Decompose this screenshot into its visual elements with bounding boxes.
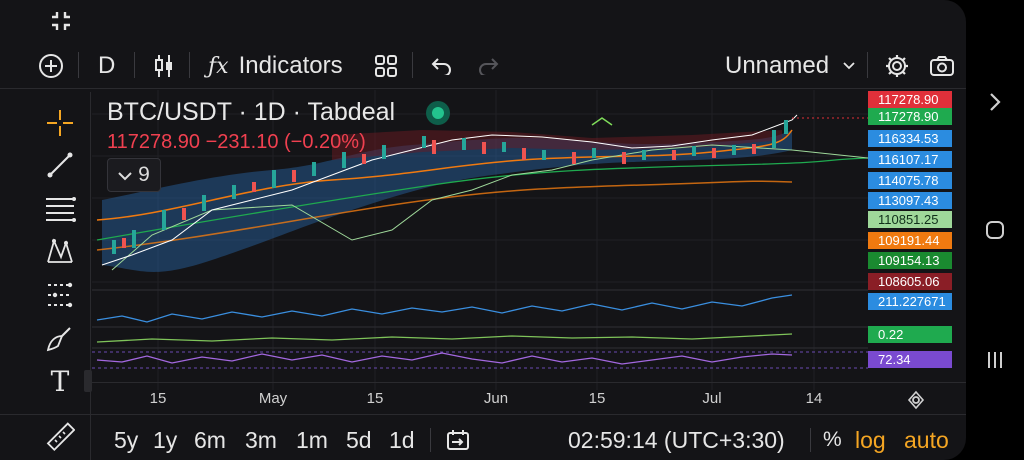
toolbar-border: [90, 92, 91, 460]
chevron-down-icon: [843, 57, 855, 75]
price-label: 109191.44: [868, 232, 952, 249]
prediction-icon[interactable]: [40, 278, 80, 312]
range-1y[interactable]: 1y: [153, 426, 178, 453]
price-label: 116107.17: [868, 151, 952, 168]
toolbar-divider: [867, 52, 868, 78]
grid-icon[interactable]: [374, 45, 398, 87]
layout-name: Unnamed: [725, 52, 830, 79]
range-1m[interactable]: 1m: [296, 426, 328, 453]
price-label: 113097.43: [868, 192, 952, 209]
divider: [430, 428, 431, 452]
indicators-button[interactable]: ƒx Indicators: [208, 45, 343, 87]
ma-green: [96, 157, 868, 241]
price-label: 109154.13: [868, 252, 952, 269]
toolbar-divider: [412, 52, 413, 78]
fx-icon: ƒx: [208, 53, 229, 79]
price-line: [101, 114, 798, 266]
percent-toggle[interactable]: %: [823, 428, 842, 451]
recents-icon[interactable]: [966, 340, 1024, 380]
cloud-red: [332, 130, 782, 160]
chart-screen: D ƒx Indicators Unnamed: [0, 0, 966, 460]
candles: [112, 120, 788, 254]
pane1-line: [96, 294, 793, 323]
undo-icon[interactable]: [430, 45, 452, 87]
price-label: 117278.90: [868, 91, 952, 108]
range-5y[interactable]: 5y: [114, 426, 139, 453]
market-status-icon[interactable]: [426, 101, 450, 125]
indicators-collapse-button[interactable]: 9: [107, 158, 161, 192]
x-tick: May: [258, 390, 288, 407]
toolbar-divider: [78, 52, 79, 78]
system-navbar: [966, 0, 1024, 460]
x-tick: 14: [805, 390, 823, 407]
price-chart[interactable]: [92, 90, 868, 390]
interval-button[interactable]: D: [98, 52, 116, 79]
price-label: 110851.25: [868, 211, 952, 228]
auto-toggle[interactable]: auto: [904, 426, 949, 453]
trend-line-icon[interactable]: [40, 148, 80, 182]
redo-icon[interactable]: [478, 45, 500, 87]
ruler-icon[interactable]: [40, 420, 80, 454]
candles-icon[interactable]: [152, 45, 176, 87]
plus-circle-icon[interactable]: [38, 45, 64, 87]
toolbar-toggle[interactable]: [84, 370, 92, 392]
x-tick: Jul: [702, 390, 722, 407]
price-label: 116334.53: [868, 130, 952, 147]
x-tick: Jun: [483, 390, 509, 407]
toolbar-separator: [0, 88, 966, 89]
layout-name-button[interactable]: Unnamed: [725, 45, 855, 87]
range-5d[interactable]: 5d: [346, 426, 372, 453]
bottom-toolbar: 5y 1y 6m 3m 1m 5d 1d 02:59:14 (UTC+3:30)…: [0, 420, 966, 460]
rsi-value: 72.34: [868, 351, 952, 368]
ma-orange-long: [96, 180, 793, 251]
x-tick: 15: [366, 390, 384, 407]
pattern-icon[interactable]: [40, 234, 80, 268]
toolbar-divider: [189, 52, 190, 78]
toolbar-divider: [134, 52, 135, 78]
gear-icon[interactable]: [884, 45, 910, 87]
brush-icon[interactable]: [40, 322, 80, 356]
camera-icon[interactable]: [929, 45, 955, 87]
chikou-line: [591, 117, 613, 126]
range-6m[interactable]: 6m: [194, 426, 226, 453]
pane1-value: 211.227671: [868, 293, 952, 310]
home-icon[interactable]: [966, 210, 1024, 250]
log-toggle[interactable]: log: [855, 426, 886, 453]
chevron-right-icon[interactable]: [966, 82, 1024, 122]
fib-icon[interactable]: [40, 192, 80, 226]
divider: [810, 428, 811, 452]
rsi-line: [96, 352, 793, 365]
symbol-legend[interactable]: BTC/USDT · 1D · Tabdeal: [107, 98, 396, 126]
time-axis-border: [92, 382, 966, 383]
text-icon[interactable]: T: [50, 364, 70, 398]
cloud-area: [102, 130, 792, 272]
pane2-line: [96, 333, 793, 343]
range-1d[interactable]: 1d: [389, 426, 415, 453]
price-label: 108605.06: [868, 273, 952, 290]
price-change: 117278.90 −231.10 (−0.20%): [107, 131, 366, 153]
price-label: 114075.78: [868, 172, 952, 189]
x-tick: 15: [149, 390, 167, 407]
crosshair-icon[interactable]: [40, 106, 80, 140]
bottom-separator: [0, 414, 966, 415]
pane2-value: 0.22: [868, 326, 952, 343]
top-toolbar: D ƒx Indicators Unnamed: [0, 45, 966, 87]
drawing-toolbar: T: [0, 92, 92, 460]
clock-time[interactable]: 02:59:14 (UTC+3:30): [568, 426, 785, 453]
indicators-label: Indicators: [238, 52, 343, 79]
x-tick: 15: [588, 390, 606, 407]
axis-settings-icon[interactable]: [906, 390, 926, 415]
collapse-icon[interactable]: [50, 8, 72, 34]
range-3m[interactable]: 3m: [245, 426, 277, 453]
chevron-down-icon: [118, 163, 132, 187]
indicator-count: 9: [138, 163, 150, 186]
price-label: 117278.90: [868, 108, 952, 125]
calendar-goto-icon[interactable]: [446, 420, 470, 460]
